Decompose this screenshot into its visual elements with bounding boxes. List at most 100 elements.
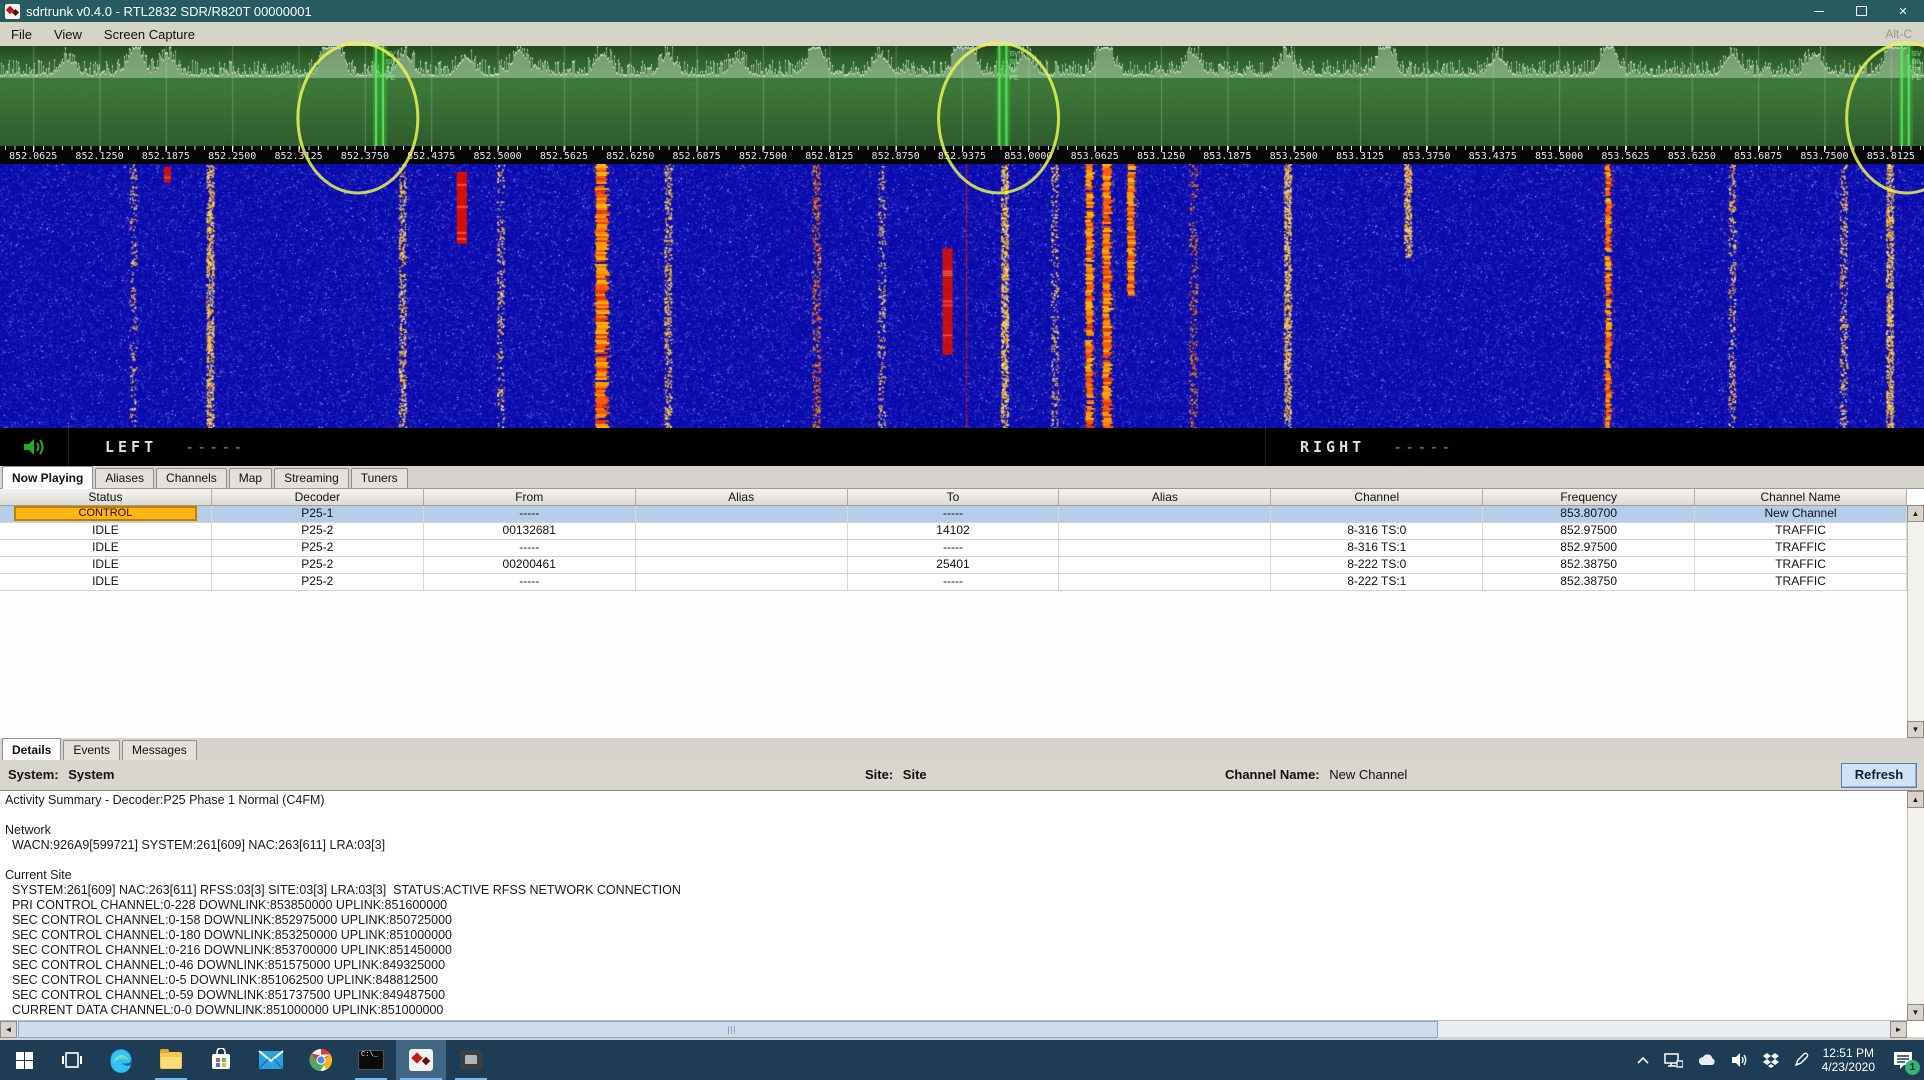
frequency-label: 853.2500 [1269, 151, 1318, 162]
tab-now-playing[interactable]: Now Playing [2, 466, 94, 489]
details-line: WACN:926A9[599721] SYSTEM:261[609] NAC:2… [5, 838, 386, 852]
cell-alias [1059, 540, 1272, 556]
close-button[interactable]: ✕ [1898, 5, 1908, 18]
details-scroll-down-button[interactable]: ▼ [1907, 1004, 1924, 1021]
table-header-row: Status Decoder From Alias To Alias Channel Freq… [0, 489, 1907, 506]
site-label: Site: [865, 767, 894, 782]
frequency-label: 852.3750 [340, 151, 389, 162]
frequency-scale: 852.0625 852.1250 852.1875 852.2500 852.3125… [0, 146, 1924, 164]
tray-volume-icon[interactable] [1731, 1052, 1749, 1068]
column-header-frequency[interactable]: Frequency [1483, 489, 1696, 505]
cell-alias [636, 574, 848, 590]
taskbar-chrome[interactable] [296, 1040, 346, 1080]
frequency-label: 853.5000 [1535, 151, 1584, 162]
cell-to: 25401 [848, 557, 1060, 573]
column-header-alias[interactable]: Alias [636, 489, 848, 505]
table-row[interactable]: IDLE P25-2 00132681 14102 8-316 TS:0 852.9750… [0, 523, 1907, 540]
maximize-button[interactable] [1840, 0, 1882, 22]
tray-dropbox-icon[interactable] [1762, 1052, 1780, 1068]
tab-aliases[interactable]: Aliases [95, 468, 155, 488]
column-header-from[interactable]: From [424, 489, 636, 505]
frequency-label: 852.1875 [141, 151, 190, 162]
main-tab-bar: Now Playing Aliases Channels Map Streami… [0, 466, 1924, 489]
frequency-label: 852.2500 [208, 151, 257, 162]
minimize-button[interactable] [1798, 0, 1840, 22]
table-row[interactable]: IDLE P25-2 ----- ----- 8-222 TS:1 852.38750 TR… [0, 574, 1907, 591]
frequency-label: 852.9375 [937, 151, 987, 162]
tray-onedrive-icon[interactable] [1696, 1053, 1718, 1067]
tab-streaming[interactable]: Streaming [274, 468, 349, 488]
audio-channel-right[interactable]: RIGHT ----- [1265, 428, 1453, 466]
tab-events[interactable]: Events [63, 740, 121, 760]
tab-details[interactable]: Details [2, 738, 62, 761]
menu-view[interactable]: View [53, 26, 82, 42]
cell-channel-name: TRAFFIC [1695, 523, 1907, 539]
cell-channel: 8-316 TS:1 [1271, 540, 1484, 556]
taskbar-file-explorer[interactable] [146, 1040, 196, 1080]
table-scroll-down-button[interactable]: ▼ [1907, 721, 1924, 738]
task-view-button[interactable] [48, 1040, 96, 1080]
table-scroll-up-button[interactable]: ▲ [1907, 505, 1924, 522]
menu-shortcut-hint: Alt-C [1885, 27, 1912, 41]
column-header-channel-name[interactable]: Channel Name [1695, 489, 1907, 505]
cell-to: ----- [848, 574, 1060, 590]
cell-frequency: 852.97500 [1483, 540, 1696, 556]
column-header-to[interactable]: To [848, 489, 1060, 505]
cell-status: IDLE [0, 574, 212, 590]
taskbar-app-dark[interactable] [446, 1040, 496, 1080]
details-scroll-up-button[interactable]: ▲ [1907, 791, 1924, 808]
waterfall-display[interactable] [0, 164, 1924, 428]
action-center-button[interactable]: 1 [1888, 1045, 1920, 1075]
details-line: SYSTEM:261[609] NAC:263[611] RFSS:03[3] … [5, 883, 681, 897]
details-vscrollbar[interactable] [1907, 791, 1924, 1021]
column-header-alias[interactable]: Alias [1059, 489, 1272, 505]
frequency-label: 853.3125 [1335, 151, 1385, 162]
tab-messages[interactable]: Messages [122, 740, 197, 760]
tab-tuners[interactable]: Tuners [350, 468, 408, 488]
cell-frequency: 852.38750 [1483, 557, 1696, 573]
tab-channels[interactable]: Channels [156, 468, 227, 488]
table-scrollbar[interactable] [1907, 505, 1924, 738]
menu-file[interactable]: File [11, 26, 32, 42]
table-row[interactable]: IDLE P25-2 ----- ----- 8-316 TS:1 852.97500 TR… [0, 540, 1907, 557]
cell-alias [636, 540, 848, 556]
tray-clock[interactable]: 12:51 PM 4/23/2020 [1822, 1046, 1875, 1074]
audio-channel-left[interactable]: LEFT ----- [105, 438, 1265, 456]
tray-chevron-up[interactable] [1636, 1055, 1650, 1065]
menu-screen-capture[interactable]: Screen Capture [103, 26, 195, 42]
details-scroll-right-button[interactable]: ► [1890, 1021, 1907, 1038]
edge-icon [110, 1049, 132, 1073]
tray-date: 4/23/2020 [1821, 1060, 1875, 1074]
frequency-label: 852.0625 [9, 151, 58, 162]
file-explorer-icon [160, 1048, 182, 1069]
taskbar-command-prompt[interactable]: C:\_ [346, 1040, 396, 1080]
details-hscrollbar[interactable]: ◄ ► [0, 1020, 1907, 1038]
tray-network-icon[interactable] [1663, 1052, 1683, 1068]
refresh-button[interactable]: Refresh [1841, 763, 1917, 788]
taskbar-edge[interactable] [96, 1040, 146, 1080]
taskbar-sdrtrunk[interactable] [396, 1040, 446, 1080]
taskbar-store[interactable] [196, 1040, 246, 1080]
cell-channel: 8-316 TS:0 [1271, 523, 1484, 539]
tab-map[interactable]: Map [228, 468, 273, 488]
column-header-channel[interactable]: Channel [1271, 489, 1484, 505]
cell-channel-name: TRAFFIC [1695, 574, 1907, 590]
taskbar-mail[interactable] [246, 1040, 296, 1080]
column-header-decoder[interactable]: Decoder [212, 489, 424, 505]
notification-badge: 1 [1905, 1060, 1920, 1075]
frequency-label: 852.4375 [407, 151, 456, 162]
now-playing-table: Status Decoder From Alias To Alias Channel Freq… [0, 489, 1924, 739]
table-row[interactable]: IDLE P25-2 00200461 25401 8-222 TS:0 852.3875… [0, 557, 1907, 574]
details-scroll-left-button[interactable]: ◄ [0, 1021, 17, 1038]
column-header-status[interactable]: Status [0, 489, 212, 505]
details-hscroll-thumb[interactable] [18, 1021, 1438, 1038]
audio-output-button[interactable] [0, 428, 69, 466]
details-line: PRI CONTROL CHANNEL:0-228 DOWNLINK:85385… [5, 898, 448, 912]
table-row[interactable]: CONTROL P25-1 ----- ----- 853.80700 New Chann… [0, 506, 1907, 523]
windows-logo-icon [15, 1051, 33, 1069]
spectrum-display[interactable] [0, 46, 1924, 146]
start-button[interactable] [0, 1040, 48, 1080]
tray-pen-icon[interactable] [1793, 1052, 1809, 1068]
cell-status: CONTROL [0, 506, 212, 522]
